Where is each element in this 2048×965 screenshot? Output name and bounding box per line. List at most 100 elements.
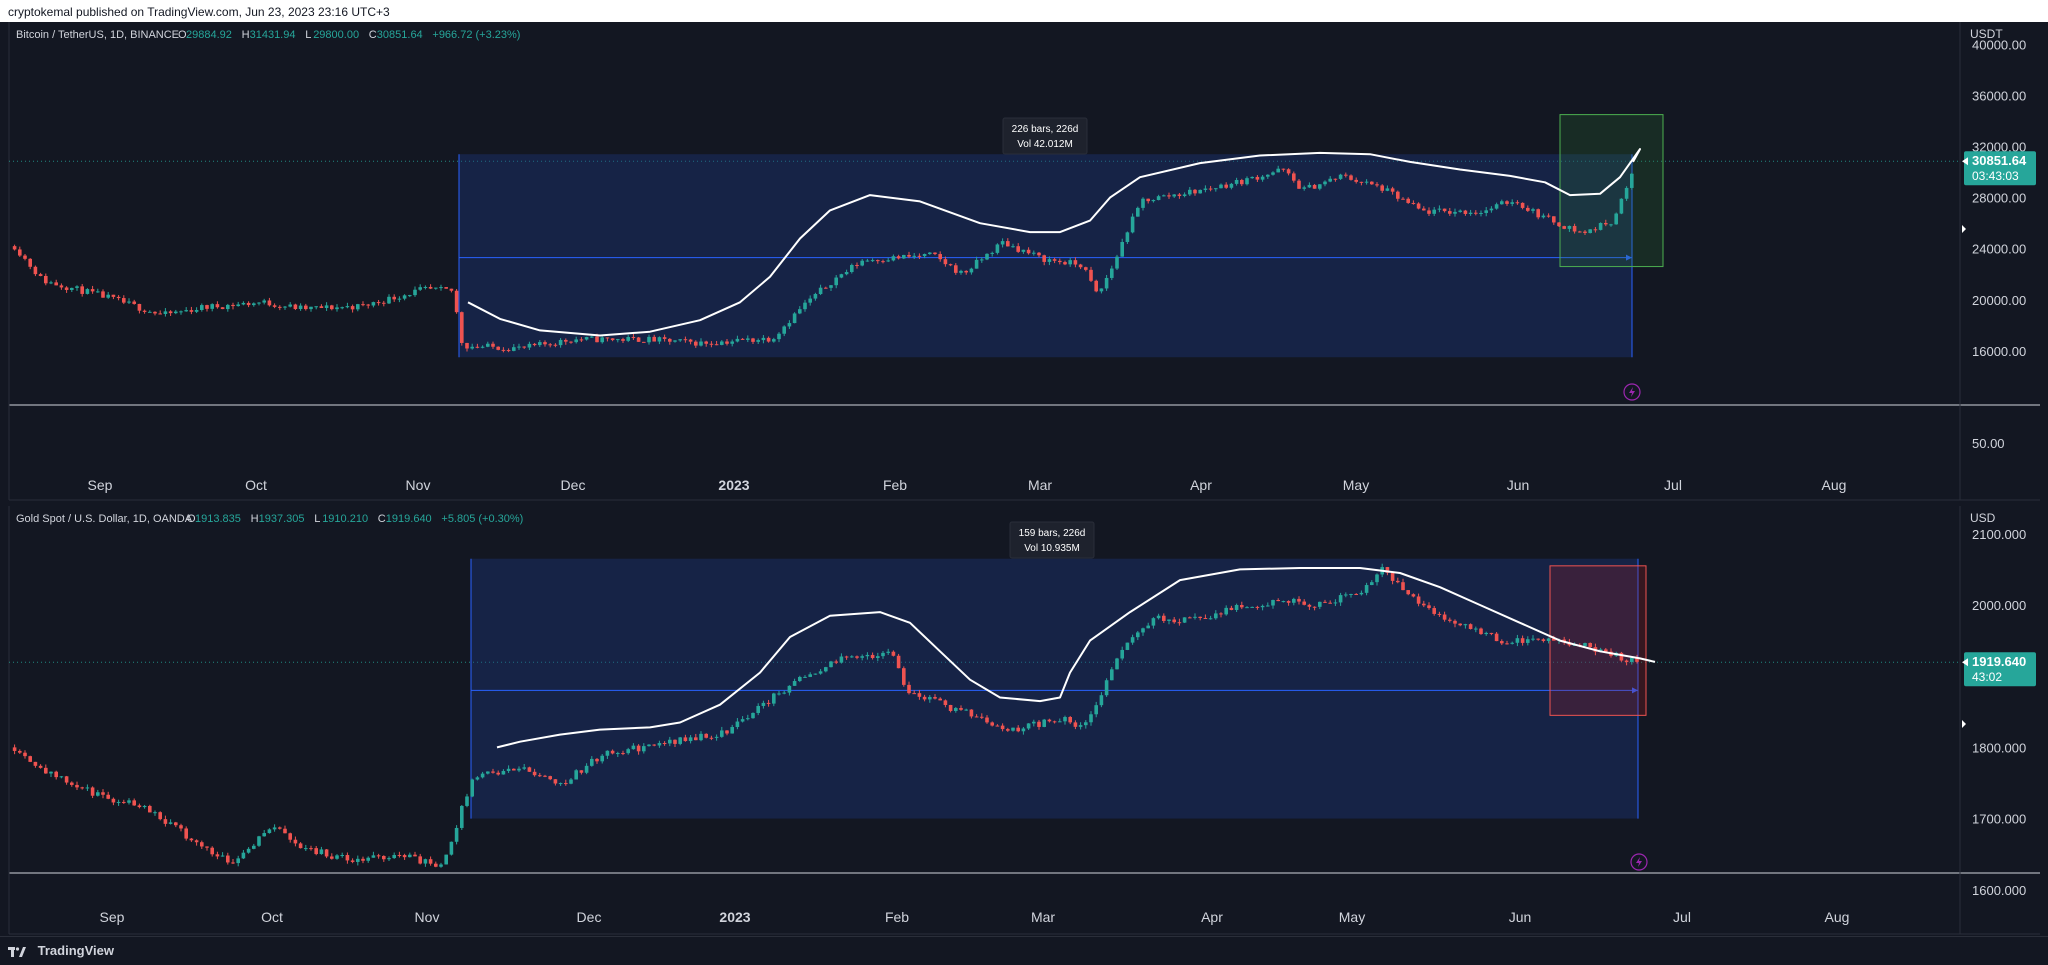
btc-candle-body (662, 337, 667, 339)
tradingview-logo-icon[interactable] (8, 946, 26, 957)
btc-candle-body (668, 338, 672, 342)
gold-candle-body (1094, 705, 1098, 715)
btc-candle-body (340, 307, 344, 309)
gold-candle-body (366, 857, 370, 861)
btc-candle-body (1468, 212, 1473, 214)
btc-candle-body (454, 290, 459, 313)
gold-y-tick: 1800.000 (1972, 740, 2026, 755)
gold-candle-body (517, 768, 521, 771)
gold-candle-body (766, 702, 771, 704)
gold-candle-body (491, 771, 495, 773)
gold-candle-body (116, 801, 121, 803)
btc-candle-body (1094, 280, 1098, 292)
gold-x-tick: Oct (261, 909, 283, 925)
btc-candle-body (1011, 246, 1015, 248)
gold-chart-pane[interactable]: USD2100.0002000.0001900.0001800.0001700.… (0, 506, 2048, 936)
btc-candle-body (49, 282, 53, 284)
btc-candle-body (922, 254, 927, 257)
btc-candle-body (626, 337, 630, 341)
gold-candle-body (860, 656, 864, 658)
gold-last-price-tag (1964, 652, 2036, 687)
gold-price-tag-arrow (1962, 658, 1968, 667)
gold-y-tick: 2100.000 (1972, 527, 2026, 542)
gold-candle-body (928, 697, 932, 700)
btc-lightning-icon[interactable] (1623, 383, 1641, 401)
gold-candle-body (475, 777, 480, 780)
btc-candle-body (309, 306, 313, 310)
gold-candle-body (891, 651, 896, 656)
gold-candle-body (501, 771, 506, 775)
btc-last-price-tag (1964, 151, 2036, 186)
gold-chart-svg[interactable]: USD2100.0002000.0001900.0001800.0001700.… (0, 506, 2048, 936)
btc-candle-body (397, 298, 402, 300)
gold-candle-body (1146, 625, 1150, 629)
gold-candle-body (38, 765, 43, 768)
btc-ohlc-label: L (305, 29, 311, 41)
btc-candle-body (621, 339, 625, 341)
btc-candle-body (543, 342, 547, 345)
btc-candle-body (1281, 168, 1286, 170)
gold-candle-body (922, 696, 927, 700)
gold-measure-tooltip: 159 bars, 226d Vol 10.935M (1009, 521, 1095, 559)
gold-lightning-icon[interactable] (1630, 853, 1648, 871)
btc-candle-body (1474, 212, 1478, 214)
btc-candle-body (1063, 262, 1067, 265)
btc-candle-body (720, 341, 724, 345)
gold-candle-body (215, 854, 220, 857)
gold-candle-body (990, 722, 994, 726)
gold-candle-body (985, 717, 989, 723)
gold-candle-body (652, 744, 656, 746)
btc-candle-body (1167, 195, 1171, 197)
gold-candle-body (1552, 638, 1556, 641)
btc-candle-body (376, 302, 381, 304)
btc-candle-body (1032, 252, 1036, 254)
btc-chart-pane[interactable]: USDT 40000.00 36000.00 32000.00 28000.00 2400… (0, 22, 2048, 502)
gold-candle-body (1177, 622, 1182, 624)
gold-candle-body (1396, 580, 1400, 583)
btc-time-axis[interactable]: Sep Oct Nov Dec 2023 Feb Mar Apr May Jun Jul Aug (88, 477, 1847, 493)
btc-candle-body (38, 274, 43, 276)
btc-y-tick: 40000.00 (1972, 37, 2026, 52)
btc-candle-body (1084, 267, 1088, 270)
gold-candle-body (1541, 639, 1546, 641)
btc-candle-body (798, 309, 802, 314)
gold-candle-body (1624, 660, 1629, 663)
btc-candle-body (860, 260, 864, 266)
gold-date-range-box[interactable] (470, 558, 1647, 819)
btc-candle-body (558, 339, 563, 346)
btc-ohlc-value: 30851.64 (377, 29, 423, 41)
btc-highlight-box[interactable] (1559, 114, 1664, 268)
gold-candle-body (1520, 638, 1525, 643)
btc-symbol-legend: Bitcoin / TetherUS, 1D, BINANCE (16, 29, 179, 41)
btc-candle-body (590, 336, 594, 338)
btc-candle-body (1042, 255, 1046, 262)
btc-candle-body (803, 302, 807, 310)
btc-ohlc-values: O 29884.92 H 31431.94 L 29800.00 C 30851.64 +966… (178, 29, 520, 41)
gold-candle-body (1536, 638, 1540, 640)
btc-candle-body (948, 264, 953, 266)
btc-candle-body (1224, 184, 1228, 188)
gold-candle-body (886, 651, 890, 653)
gold-time-axis[interactable]: Sep Oct Nov Dec 2023 Feb Mar Apr May Jun Jul Aug (100, 909, 1850, 925)
gold-price-axis[interactable]: USD2100.0002000.0001900.0001800.0001700.… (1962, 511, 2036, 898)
btc-candle-body (278, 306, 282, 308)
gold-candle-body (132, 800, 136, 806)
gold-change-value: +5.805 (+0.30%) (441, 513, 523, 525)
btc-candle-body (460, 312, 464, 343)
btc-candle-body (740, 338, 745, 340)
gold-candle-body (798, 676, 802, 682)
gold-ohlc-value: 1937.305 (259, 513, 305, 525)
gold-candle-body (231, 862, 235, 864)
footer-brand[interactable]: TradingView (37, 943, 114, 958)
gold-candle-body (735, 721, 740, 728)
btc-candle-body (205, 305, 209, 309)
btc-x-tick: Aug (1822, 477, 1847, 493)
btc-candle-body (70, 287, 74, 290)
btc-candle-body (1520, 202, 1525, 208)
gold-candle-body (933, 697, 937, 699)
btc-currency-label: USDT (1970, 27, 2003, 41)
btc-candle-body (928, 252, 932, 255)
gold-candle-body (413, 854, 417, 857)
